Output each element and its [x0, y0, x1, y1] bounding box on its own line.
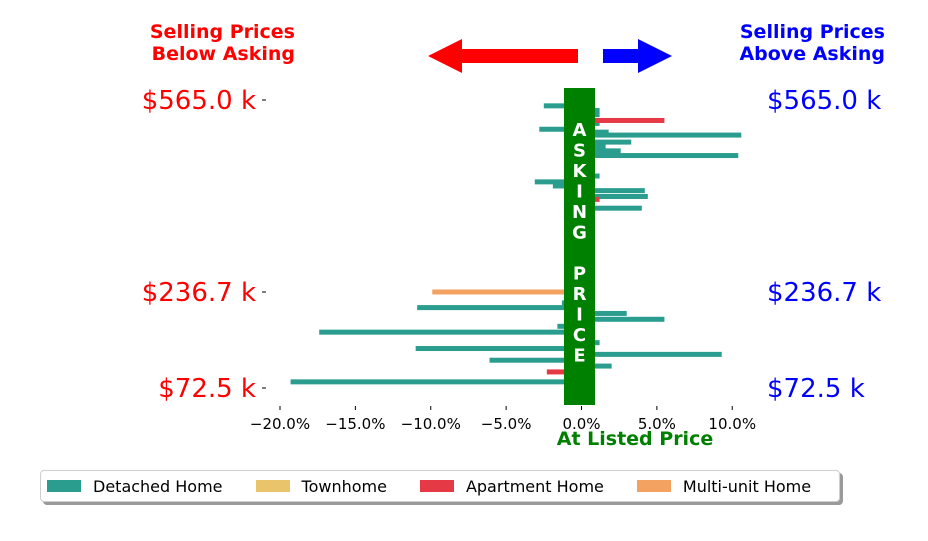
- y-tick-label-right: $565.0 k: [767, 86, 881, 116]
- legend-label: Townhome: [301, 476, 387, 496]
- legend-swatch: [636, 480, 671, 492]
- bar-multi-unit-home-0: [432, 289, 582, 295]
- x-tick-label: −5.0%: [481, 415, 532, 433]
- right-arrow-icon: [603, 39, 672, 73]
- legend-item-detached-home: Detached Home: [47, 477, 223, 496]
- y-tick-label-right: $72.5 k: [767, 374, 865, 404]
- bar-detached-home-28: [290, 379, 582, 385]
- legend-swatch: [255, 480, 290, 492]
- y-axis: $565.0 k $565.0 k $236.7 k $236.7 k $72.5 k $…: [142, 86, 882, 404]
- x-tick-label: 0.0%: [562, 415, 600, 433]
- left-arrow-icon: [428, 39, 578, 73]
- y-tick-label-right: $236.7 k: [767, 278, 881, 308]
- bar-detached-home-25: [581, 351, 722, 357]
- x-tick-label: −20.0%: [250, 415, 310, 433]
- legend-item-multi-unit-home: Multi-unit Home: [636, 476, 812, 496]
- y-tick-label-left: $565.0 k: [142, 86, 256, 116]
- bar-detached-home-6: [581, 132, 742, 138]
- bar-detached-home-26: [489, 357, 582, 363]
- legend-item-apartment-home: Apartment Home: [419, 476, 604, 496]
- bar-detached-home-7: [581, 139, 632, 145]
- above-asking-title: Selling Prices Above Asking: [739, 21, 885, 65]
- bar-detached-home-14: [581, 188, 645, 194]
- bar-detached-home-27: [581, 363, 612, 369]
- bar-detached-home-24: [415, 346, 582, 352]
- x-tick-label: −15.0%: [325, 415, 385, 433]
- bar-detached-home-16: [581, 205, 642, 211]
- bar-detached-home-0: [543, 103, 582, 109]
- legend-label: Multi-unit Home: [682, 476, 812, 496]
- bar-detached-home-12: [534, 179, 582, 185]
- bar-detached-home-22: [319, 329, 582, 335]
- asking-price-band: [564, 88, 595, 405]
- bars-layer: [290, 103, 742, 385]
- below-asking-title: Selling Prices Below Asking: [150, 21, 295, 65]
- bar-detached-home-5: [581, 129, 609, 135]
- y-tick-label-left: $236.7 k: [142, 278, 256, 308]
- bar-detached-home-15: [581, 193, 648, 199]
- legend-item-townhome: Townhome: [255, 476, 387, 496]
- x-tick-label: 5.0%: [638, 415, 676, 433]
- bar-detached-home-9: [581, 148, 621, 154]
- bar-detached-home-19: [581, 310, 627, 316]
- bar-detached-home-4: [539, 126, 582, 132]
- x-axis-label: At Listed Price: [557, 428, 713, 450]
- x-tick-label: −10.0%: [401, 415, 461, 433]
- bar-detached-home-10: [581, 153, 739, 159]
- bar-detached-home-20: [581, 316, 665, 322]
- x-tick-label: 10.0%: [708, 415, 756, 433]
- legend: Detached Home Townhome Apartment Home Multi…: [40, 470, 840, 502]
- bar-apartment-home-0: [581, 117, 665, 123]
- legend-label: Apartment Home: [465, 476, 604, 496]
- y-tick-label-left: $72.5 k: [158, 374, 256, 404]
- bar-detached-home-18: [417, 305, 582, 311]
- legend-swatch: [419, 480, 454, 492]
- legend-swatch: [47, 480, 81, 492]
- x-axis: −20.0% −15.0% −10.0% −5.0% 0.0% 5.0% 10.0%: [250, 406, 756, 433]
- legend-label: Detached Home: [93, 476, 223, 496]
